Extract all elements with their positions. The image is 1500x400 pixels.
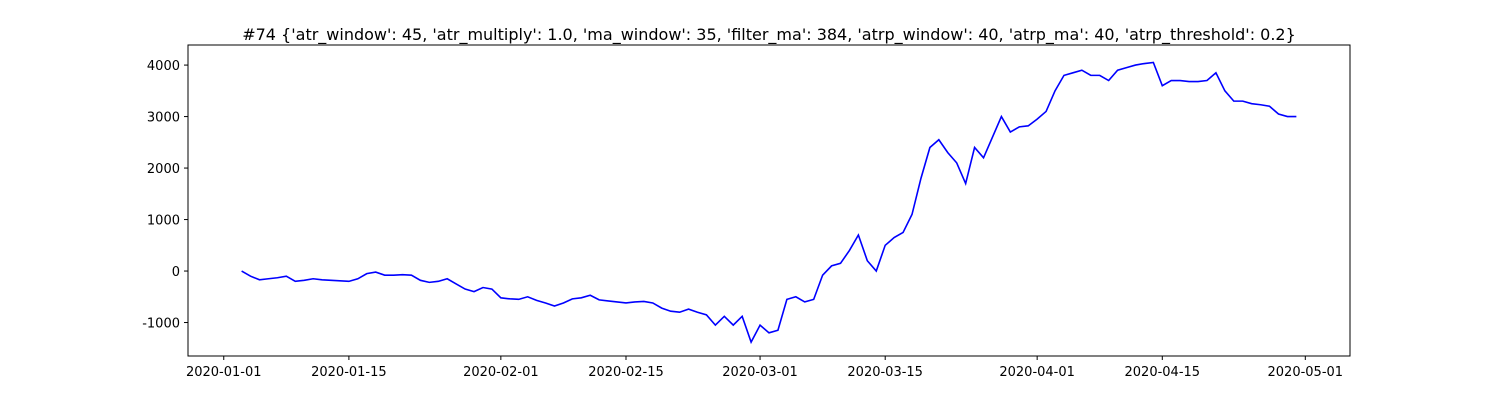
y-tick-label: -1000 bbox=[142, 317, 180, 332]
x-tick-label: 2020-01-15 bbox=[311, 365, 387, 380]
chart-title: #74 {'atr_window': 45, 'atr_multiply': 1… bbox=[242, 25, 1296, 45]
line-series bbox=[241, 61, 1297, 345]
x-tick-label: 2020-01-01 bbox=[186, 365, 262, 380]
y-tick-label: 2000 bbox=[147, 162, 180, 177]
y-tick-label: 0 bbox=[172, 265, 180, 280]
x-tick-label: 2020-05-01 bbox=[1268, 365, 1344, 380]
axes-frame bbox=[187, 44, 1351, 357]
y-tick-label: 3000 bbox=[147, 111, 180, 126]
x-tick-label: 2020-04-15 bbox=[1125, 365, 1201, 380]
x-tick-label: 2020-03-01 bbox=[722, 365, 798, 380]
x-tick-label: 2020-03-15 bbox=[847, 365, 923, 380]
x-tick-label: 2020-04-01 bbox=[999, 365, 1075, 380]
y-tick-label: 4000 bbox=[147, 59, 180, 74]
x-tick-label: 2020-02-01 bbox=[463, 365, 539, 380]
x-tick-label: 2020-02-15 bbox=[588, 365, 664, 380]
y-tick-label: 1000 bbox=[147, 214, 180, 229]
